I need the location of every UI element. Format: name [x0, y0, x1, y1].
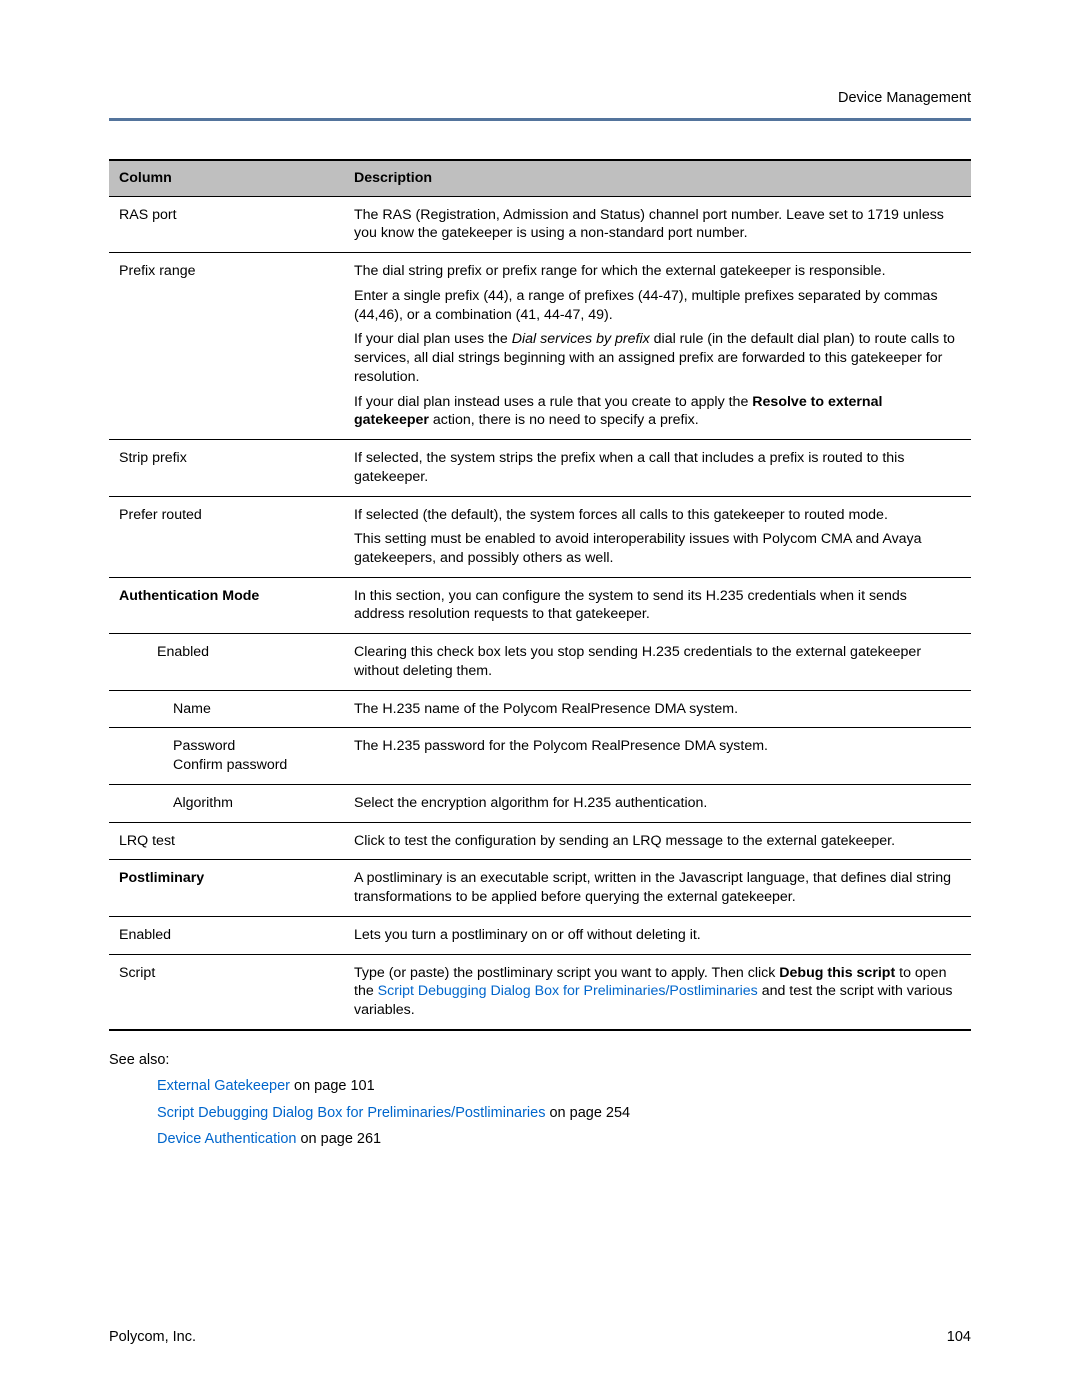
row-label: Prefix range: [109, 253, 344, 440]
desc-text: If your dial plan instead uses a rule th…: [354, 393, 961, 430]
row-label-bold: Authentication Mode: [109, 577, 344, 633]
row-desc: The H.235 password for the Polycom RealP…: [344, 728, 971, 784]
row-desc: If selected, the system strips the prefi…: [344, 440, 971, 496]
page: Device Management Column Description RAS…: [0, 0, 1080, 1397]
see-also-item: Script Debugging Dialog Box for Prelimin…: [157, 1102, 971, 1124]
desc-text: If selected, the system strips the prefi…: [354, 449, 961, 486]
row-desc: The H.235 name of the Polycom RealPresen…: [344, 690, 971, 728]
footer: Polycom, Inc. 104: [109, 1329, 971, 1345]
row-label: LRQ test: [109, 822, 344, 860]
desc-text: If your dial plan uses the Dial services…: [354, 330, 961, 386]
text: If your dial plan instead uses a rule th…: [354, 394, 752, 410]
row-desc: Clearing this check box lets you stop se…: [344, 634, 971, 690]
row-desc: The RAS (Registration, Admission and Sta…: [344, 196, 971, 252]
row-label: Prefer routed: [109, 496, 344, 577]
desc-text: Lets you turn a postliminary on or off w…: [354, 926, 961, 945]
row-label-bold: Postliminary: [109, 860, 344, 916]
confirm-password-label: Confirm password: [173, 756, 334, 775]
row-label: Script: [109, 954, 344, 1030]
row-desc: The dial string prefix or prefix range f…: [344, 253, 971, 440]
table-row: Authentication Mode In this section, you…: [109, 577, 971, 633]
header-column: Column: [109, 160, 344, 196]
table-row: LRQ test Click to test the configuration…: [109, 822, 971, 860]
row-label: RAS port: [109, 196, 344, 252]
row-label-indent: Enabled: [109, 634, 344, 690]
row-desc: In this section, you can configure the s…: [344, 577, 971, 633]
desc-text: This setting must be enabled to avoid in…: [354, 530, 961, 567]
row-desc: Type (or paste) the postliminary script …: [344, 954, 971, 1030]
desc-text: Clearing this check box lets you stop se…: [354, 643, 961, 680]
table-row: Password Confirm password The H.235 pass…: [109, 728, 971, 784]
desc-text: Type (or paste) the postliminary script …: [354, 964, 961, 1020]
see-also-item: Device Authentication on page 261: [157, 1128, 971, 1150]
row-desc: Lets you turn a postliminary on or off w…: [344, 916, 971, 954]
header-rule: [109, 118, 971, 121]
footer-company: Polycom, Inc.: [109, 1329, 196, 1345]
see-also-refs: External Gatekeeper on page 101 Script D…: [109, 1075, 971, 1150]
table-header-row: Column Description: [109, 160, 971, 196]
desc-text: Select the encryption algorithm for H.23…: [354, 794, 961, 813]
table-row: Strip prefix If selected, the system str…: [109, 440, 971, 496]
device-authentication-link[interactable]: Device Authentication: [157, 1131, 296, 1147]
row-label: Strip prefix: [109, 440, 344, 496]
desc-text: Enter a single prefix (44), a range of p…: [354, 287, 961, 324]
text: on page 254: [545, 1105, 630, 1121]
script-debug-dialog-link[interactable]: Script Debugging Dialog Box for Prelimin…: [157, 1105, 545, 1121]
password-label: Password: [173, 737, 334, 756]
see-also: See also: External Gatekeeper on page 10…: [109, 1049, 971, 1151]
desc-text: In this section, you can configure the s…: [354, 587, 961, 624]
desc-text: The H.235 name of the Polycom RealPresen…: [354, 700, 961, 719]
bold-text: Debug this script: [779, 965, 895, 981]
text: action, there is no need to specify a pr…: [429, 412, 699, 428]
see-also-heading: See also:: [109, 1049, 971, 1071]
text: on page 261: [296, 1131, 381, 1147]
row-label-indent: Password Confirm password: [109, 728, 344, 784]
row-desc: Select the encryption algorithm for H.23…: [344, 784, 971, 822]
table-row: Script Type (or paste) the postliminary …: [109, 954, 971, 1030]
table-row: Prefer routed If selected (the default),…: [109, 496, 971, 577]
table-row: Enabled Lets you turn a postliminary on …: [109, 916, 971, 954]
text: If your dial plan uses the: [354, 331, 512, 347]
table-row: Enabled Clearing this check box lets you…: [109, 634, 971, 690]
table-row: Name The H.235 name of the Polycom RealP…: [109, 690, 971, 728]
desc-text: If selected (the default), the system fo…: [354, 506, 961, 525]
header-section: Device Management: [109, 90, 971, 106]
see-also-item: External Gatekeeper on page 101: [157, 1075, 971, 1097]
desc-text: Click to test the configuration by sendi…: [354, 832, 961, 851]
italic-text: Dial services by prefix: [512, 331, 650, 347]
table-row: RAS port The RAS (Registration, Admissio…: [109, 196, 971, 252]
table-row: Postliminary A postliminary is an execut…: [109, 860, 971, 916]
row-label-indent: Name: [109, 690, 344, 728]
page-number: 104: [947, 1329, 971, 1345]
table-row: Algorithm Select the encryption algorith…: [109, 784, 971, 822]
properties-table: Column Description RAS port The RAS (Reg…: [109, 159, 971, 1031]
row-desc: If selected (the default), the system fo…: [344, 496, 971, 577]
desc-text: The H.235 password for the Polycom RealP…: [354, 737, 961, 756]
desc-text: The RAS (Registration, Admission and Sta…: [354, 206, 961, 243]
script-debug-link[interactable]: Script Debugging Dialog Box for Prelimin…: [378, 983, 758, 999]
table-row: Prefix range The dial string prefix or p…: [109, 253, 971, 440]
external-gatekeeper-link[interactable]: External Gatekeeper: [157, 1078, 290, 1094]
desc-text: The dial string prefix or prefix range f…: [354, 262, 961, 281]
text: on page 101: [290, 1078, 375, 1094]
row-desc: Click to test the configuration by sendi…: [344, 822, 971, 860]
row-desc: A postliminary is an executable script, …: [344, 860, 971, 916]
text: Type (or paste) the postliminary script …: [354, 965, 779, 981]
header-description: Description: [344, 160, 971, 196]
row-label: Enabled: [109, 916, 344, 954]
desc-text: A postliminary is an executable script, …: [354, 869, 961, 906]
row-label-indent: Algorithm: [109, 784, 344, 822]
